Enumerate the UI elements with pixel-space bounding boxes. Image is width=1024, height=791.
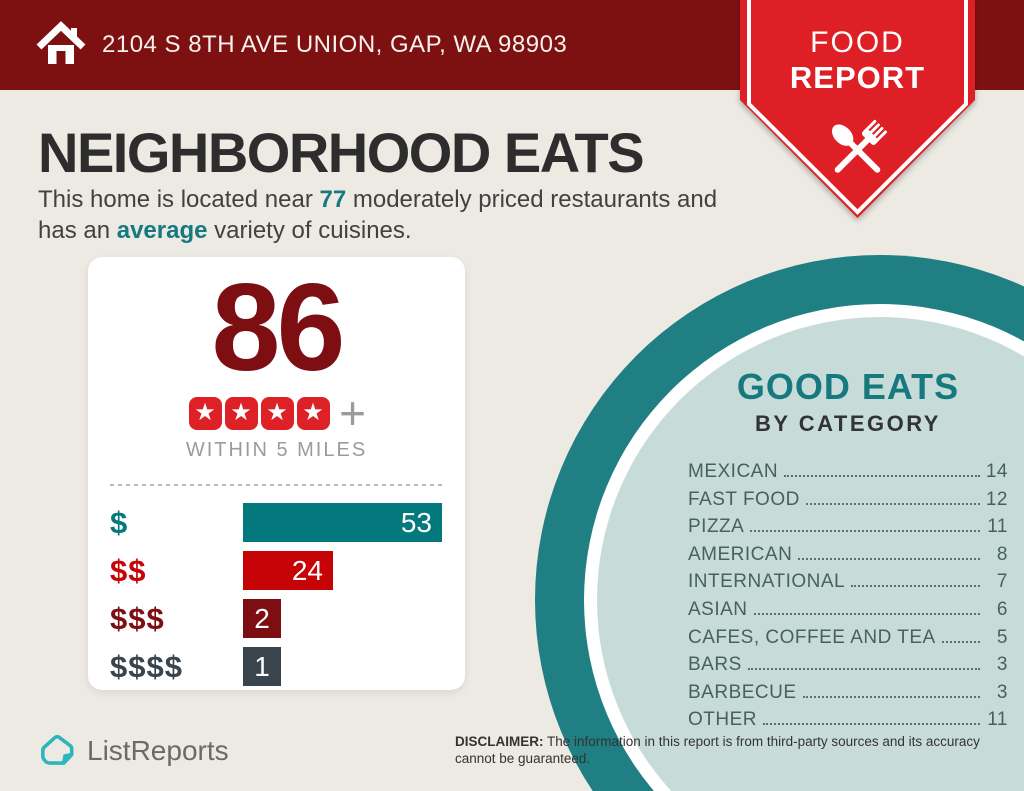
- category-row: OTHER 11: [688, 709, 1008, 737]
- plus-icon: +: [339, 387, 366, 439]
- category-value: 3: [996, 681, 1008, 703]
- price-bar-value: 53: [400, 506, 432, 538]
- category-value: 12: [985, 488, 1008, 510]
- listreports-logo: ListReports: [36, 730, 229, 772]
- disclaimer: DISCLAIMER: The information in this repo…: [455, 733, 1021, 767]
- star-icon: ★: [188, 396, 222, 430]
- price-bar: 1: [243, 647, 281, 686]
- category-label: ASIAN: [688, 598, 748, 620]
- subtitle-text: This home is located near: [38, 186, 320, 213]
- dotted-leader: [763, 723, 980, 726]
- property-address: 2104 S 8TH AVE UNION, GAP, WA 98903: [102, 31, 568, 58]
- dotted-leader: [753, 612, 980, 615]
- price-tier-bar-chart: $53 $$ 24 $$$ 2 $$$$ 1: [110, 503, 443, 686]
- category-value: 7: [996, 571, 1008, 593]
- star-icon: ★: [260, 396, 294, 430]
- category-label: MEXICAN: [688, 461, 779, 482]
- category-row: AMERICAN 8: [688, 544, 1008, 572]
- ribbon-line1: FOOD: [810, 26, 905, 59]
- category-row: MEXICAN 14: [688, 461, 1008, 489]
- price-bar-row: $$$$ 1: [110, 647, 443, 686]
- subtitle-text: moderately priced restaurants and has an: [38, 186, 718, 244]
- ribbon-shape: [740, 0, 975, 218]
- category-row: BARBECUE 3: [688, 682, 1008, 710]
- subtitle: This home is located near 77 moderately …: [38, 184, 718, 246]
- dotted-leader: [747, 668, 980, 671]
- price-tier-label: $$$: [110, 600, 165, 636]
- disclaimer-text: The information in this report is from t…: [455, 734, 980, 766]
- price-bar: 2: [243, 599, 281, 638]
- category-value: 5: [996, 626, 1008, 648]
- subtitle-highlight: 77: [319, 186, 347, 213]
- crossed-spoon-and-fork-icon: [831, 119, 887, 173]
- good-eats-panel: GOOD EATS BY CATEGORY MEXICAN 14 FAST FOOD…: [688, 366, 1008, 737]
- dotted-leader: [798, 557, 980, 560]
- category-value: 3: [996, 654, 1008, 676]
- category-label: INTERNATIONAL: [688, 571, 846, 593]
- dotted-leader: [784, 475, 980, 477]
- category-row: FAST FOOD 12: [688, 489, 1008, 517]
- price-tier-label: $$: [110, 552, 147, 588]
- listreports-house-icon: [41, 734, 74, 765]
- dotted-leader: [750, 530, 980, 533]
- category-row: ASIAN 6: [688, 599, 1008, 627]
- score-card: 86 ★ ★ ★ ★ + WITHIN 5 MILES $53 $$ 24 $$$ 2 $$$$ 1: [88, 257, 465, 690]
- dotted-leader: [802, 695, 980, 698]
- dotted-leader: [805, 502, 980, 505]
- category-value: 14: [985, 461, 1008, 482]
- price-bar-row: $$ 24: [110, 551, 443, 590]
- price-bar: 24: [243, 551, 333, 590]
- price-tier-label: $$$$: [110, 648, 183, 684]
- good-eats-subtitle: BY CATEGORY: [754, 411, 941, 436]
- star-icon: ★: [224, 396, 258, 430]
- category-value: 8: [996, 543, 1008, 565]
- category-label: AMERICAN: [688, 543, 793, 565]
- price-bar-value: 1: [254, 650, 270, 682]
- dotted-leader: [851, 585, 980, 588]
- ribbon-line2: REPORT: [790, 60, 925, 95]
- category-label: BARS: [688, 654, 742, 676]
- restaurant-score: 86: [211, 259, 346, 397]
- category-label: BARBECUE: [688, 681, 797, 703]
- dashed-divider: [110, 484, 443, 486]
- category-value: 11: [987, 709, 1008, 731]
- radius-label: WITHIN 5 MILES: [185, 439, 368, 461]
- dotted-leader: [941, 640, 980, 643]
- category-label: OTHER: [688, 709, 757, 731]
- category-label: PIZZA: [688, 516, 745, 538]
- brand-name: ListReports: [87, 735, 229, 766]
- category-row: BARS 3: [688, 654, 1008, 682]
- category-value: 11: [987, 516, 1008, 538]
- price-tier-label: $: [110, 504, 129, 540]
- category-row: INTERNATIONAL 7: [688, 571, 1008, 599]
- ribbon-inner-border: [747, 0, 968, 215]
- subtitle-highlight: average: [116, 217, 208, 244]
- price-bar-row: $53: [110, 503, 443, 542]
- page-title: NEIGHBORHOOD EATS: [38, 121, 645, 184]
- home-icon: [36, 21, 86, 64]
- price-bar-row: $$$ 2: [110, 599, 443, 638]
- category-row: CAFES, COFFEE AND TEA 5: [688, 627, 1008, 655]
- star-icon: ★: [296, 396, 330, 430]
- disclaimer-label: DISCLAIMER:: [455, 734, 544, 749]
- price-bar-value: 2: [254, 602, 270, 634]
- category-label: FAST FOOD: [688, 488, 800, 510]
- star-rating: ★ ★ ★ ★ +: [110, 387, 443, 439]
- category-label: CAFES, COFFEE AND TEA: [688, 626, 936, 648]
- food-report-ribbon: FOOD REPORT: [740, 0, 975, 218]
- price-bar: 53: [243, 503, 442, 542]
- category-row: PIZZA 11: [688, 516, 1008, 544]
- category-value: 6: [996, 598, 1008, 620]
- category-list: MEXICAN 14 FAST FOOD 12 PIZZA 11 AMERICAN 8 INTE…: [688, 461, 1008, 737]
- subtitle-text: variety of cuisines.: [207, 217, 412, 244]
- price-bar-value: 24: [291, 554, 323, 586]
- good-eats-title: GOOD EATS: [736, 366, 960, 407]
